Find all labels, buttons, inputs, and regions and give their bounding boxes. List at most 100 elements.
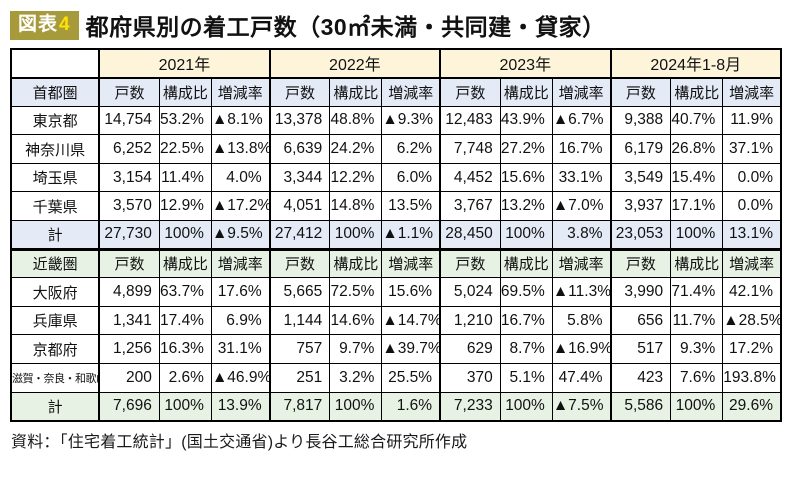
value-cell: 27.2% [499,134,553,164]
value-cell: 3,570 [98,191,160,222]
value-cell: ▲1.1% [381,220,441,250]
value-cell: 72.5% [329,277,383,307]
value-cell: 5.1% [499,363,553,393]
value-cell: ▲13.8% [210,134,271,164]
data-row: 京都府 1,256 16.3% 31.1% 757 9.7% ▲39.7% 629 8.7% ▲1… [10,334,782,365]
value-cell: 13.1% [722,220,782,250]
value-cell: 5,665 [268,277,331,307]
value-cell: 43.9% [499,105,553,136]
value-cell: 6.0% [381,162,441,193]
value-cell: 193.8% [722,363,782,393]
value-cell: 33.1% [551,162,612,193]
row-label-cell: 滋賀・奈良・和歌山 [10,363,100,393]
value-cell: 28,450 [439,220,501,250]
metric-header-cell: 戸数 [439,77,501,107]
metric-header-cell: 増減率 [210,77,271,107]
value-cell: ▲11.3% [551,277,612,307]
data-row: 滋賀・奈良・和歌山 200 2.6% ▲46.9% 251 3.2% 25.5% 370 5.1… [10,363,782,393]
metric-header-cell: 増減率 [551,77,612,107]
value-cell: 100% [158,391,212,422]
value-cell: 100% [670,391,724,422]
value-cell: 25.5% [381,363,441,393]
value-cell: 7.6% [670,363,724,393]
value-cell: 100% [499,220,553,250]
value-cell: 3,767 [439,191,501,222]
value-cell: 1,210 [439,305,501,336]
row-label-cell: 東京都 [10,105,100,136]
value-cell: ▲39.7% [381,334,441,365]
value-cell: 12.2% [329,162,383,193]
value-cell: 24.2% [329,134,383,164]
data-row: 兵庫県 1,341 17.4% 6.9% 1,144 14.6% ▲14.7% 1,210 16… [10,305,782,336]
value-cell: 6,252 [98,134,160,164]
value-cell: 6,179 [609,134,672,164]
value-cell: 251 [268,363,331,393]
value-cell: ▲9.3% [381,105,441,136]
total-row: 計 27,730 100% ▲9.5% 27,412 100% ▲1.1% 28,450 100… [10,220,782,250]
value-cell: ▲7.0% [551,191,612,222]
value-cell: 15.6% [499,162,553,193]
metric-header-cell: 増減率 [210,247,271,279]
value-cell: 517 [609,334,672,365]
value-cell: 13.5% [381,191,441,222]
value-cell: 31.1% [210,334,271,365]
value-cell: 9.3% [670,334,724,365]
section-name-cell: 首都圏 [10,77,100,107]
year-header-cell: 2021年 [98,48,271,79]
value-cell: 13.9% [210,391,271,422]
section-name-cell: 近畿圏 [10,247,100,279]
value-cell: 3,937 [609,191,672,222]
data-row: 神奈川県 6,252 22.5% ▲13.8% 6,639 24.2% 6.2% 7,748 2… [10,134,782,164]
value-cell: 3.2% [329,363,383,393]
metric-header-cell: 構成比 [670,77,724,107]
value-cell: 1.6% [381,391,441,422]
figure-title-bar: 図表 4 都府県別の着工戸数（30㎡未満・共同建・貸家） [10,8,782,42]
metric-header-cell: 戸数 [268,77,331,107]
value-cell: 100% [329,220,383,250]
value-cell: 12,483 [439,105,501,136]
data-row: 埼玉県 3,154 11.4% 4.0% 3,344 12.2% 6.0% 4,452 15.6… [10,162,782,193]
metric-header-cell: 戸数 [439,247,501,279]
value-cell: 7,233 [439,391,501,422]
value-cell: 9,388 [609,105,672,136]
value-cell: 47.4% [551,363,612,393]
metric-header-cell: 戸数 [98,247,160,279]
row-label-cell: 計 [10,391,100,422]
metric-header-cell: 増減率 [551,247,612,279]
metric-header-cell: 構成比 [329,247,383,279]
value-cell: 4.0% [210,162,271,193]
value-cell: 3,344 [268,162,331,193]
value-cell: 26.8% [670,134,724,164]
value-cell: 23,053 [609,220,672,250]
value-cell: 5.8% [551,305,612,336]
value-cell: ▲9.5% [210,220,271,250]
value-cell: ▲7.5% [551,391,612,422]
row-label-cell: 計 [10,220,100,250]
value-cell: 11.7% [670,305,724,336]
value-cell: 100% [158,220,212,250]
figure-title: 都府県別の着工戸数（30㎡未満・共同建・貸家） [85,14,606,40]
value-cell: 100% [670,220,724,250]
value-cell: 14.8% [329,191,383,222]
value-cell: 7,817 [268,391,331,422]
value-cell: 14.6% [329,305,383,336]
value-cell: 16.3% [158,334,212,365]
page: 図表 4 都府県別の着工戸数（30㎡未満・共同建・貸家） 2021年 2022年 20… [10,8,782,451]
value-cell: 5,586 [609,391,672,422]
value-cell: 3,549 [609,162,672,193]
total-row: 計 7,696 100% 13.9% 7,817 100% 1.6% 7,233 100% ▲7.… [10,391,782,422]
metric-header-cell: 構成比 [670,247,724,279]
value-cell: 48.8% [329,105,383,136]
value-cell: 0.0% [722,162,782,193]
metric-header-cell: 構成比 [158,247,212,279]
value-cell: 6,639 [268,134,331,164]
value-cell: 2.6% [158,363,212,393]
value-cell: ▲16.9% [551,334,612,365]
value-cell: 423 [609,363,672,393]
year-header-cell: 2022年 [268,48,441,79]
value-cell: 200 [98,363,160,393]
value-cell: 629 [439,334,501,365]
value-cell: 4,452 [439,162,501,193]
value-cell: 11.9% [722,105,782,136]
value-cell: 1,256 [98,334,160,365]
